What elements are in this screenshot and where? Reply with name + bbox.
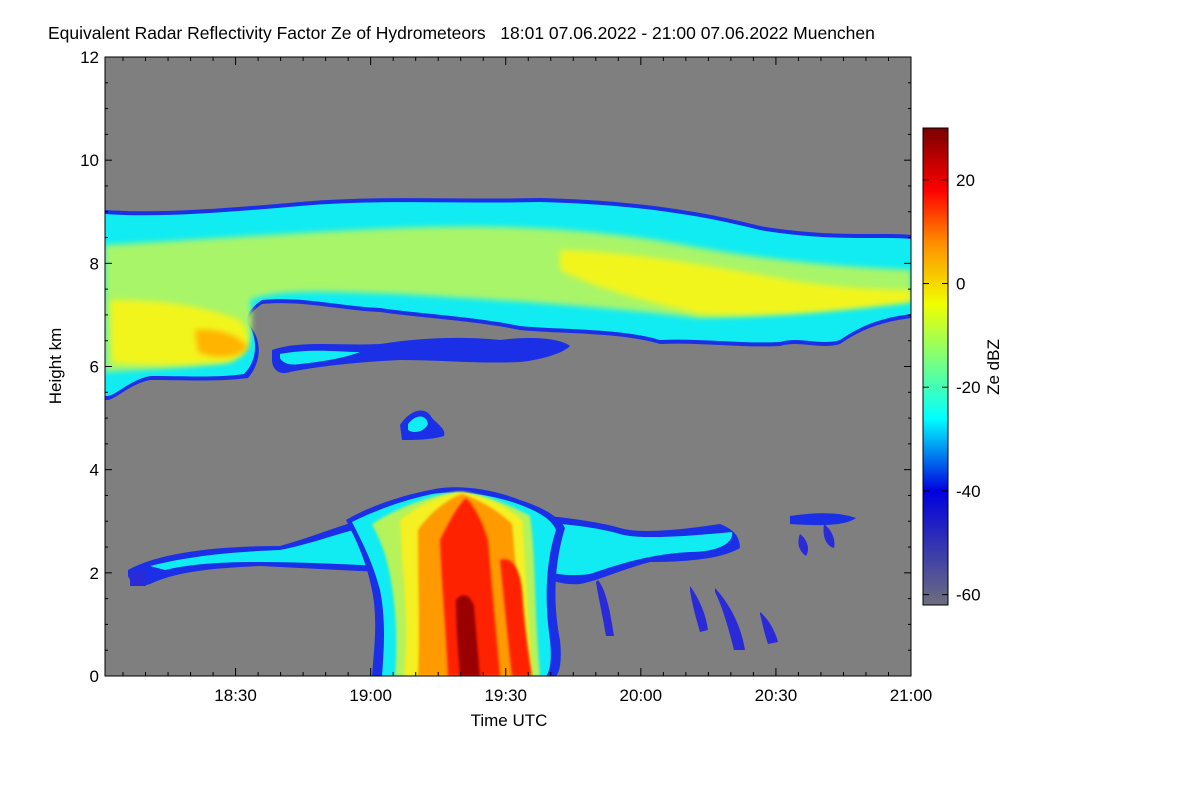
upper-layer-max	[110, 250, 911, 365]
colorbar-scale	[922, 127, 949, 606]
mid-layer-body	[280, 350, 360, 365]
chart-title: Equivalent Radar Reflectivity Factor Ze …	[48, 23, 875, 43]
x-tick-label: 21:00	[890, 686, 933, 705]
colorbar-tick-label: 0	[956, 275, 965, 294]
x-tick-label: 20:00	[620, 686, 663, 705]
y-tick-label: 12	[80, 48, 99, 67]
x-axis-label: Time UTC	[471, 711, 548, 730]
colorbar-tick-label: -20	[956, 378, 981, 397]
y-tick-label: 4	[90, 461, 99, 480]
x-tick-label: 19:30	[484, 686, 527, 705]
y-tick-label: 2	[90, 564, 99, 583]
upper-layer-core	[105, 226, 911, 372]
colorbar-tick-label: -40	[956, 482, 981, 501]
x-tick-label: 20:30	[755, 686, 798, 705]
x-axis: 18:30 19:00 19:30 20:00 20:30 21:00	[122, 57, 933, 705]
x-tick-label: 19:00	[349, 686, 392, 705]
colorbar-label: Ze dBZ	[984, 339, 1003, 395]
colorbar-tick-label: -60	[956, 586, 981, 605]
y-tick-label: 8	[90, 254, 99, 273]
mid-layer-edge	[272, 337, 570, 374]
y-tick-label: 0	[90, 667, 99, 686]
colorbar: 20 0 -20 -40 -60	[922, 127, 981, 606]
x-tick-label: 18:30	[214, 686, 257, 705]
upper-layer-peak	[195, 329, 248, 357]
y-tick-label: 6	[90, 358, 99, 377]
plot-frame	[104, 56, 912, 677]
colorbar-tick-label: 20	[956, 171, 975, 190]
y-tick-label: 10	[80, 151, 99, 170]
reflectivity-field	[105, 198, 911, 676]
y-axis: 0 2 4 6 8 10 12	[80, 48, 911, 686]
precip-core	[456, 595, 480, 676]
isolated-echo-core	[408, 416, 428, 432]
y-axis-label: Height km	[46, 328, 65, 405]
